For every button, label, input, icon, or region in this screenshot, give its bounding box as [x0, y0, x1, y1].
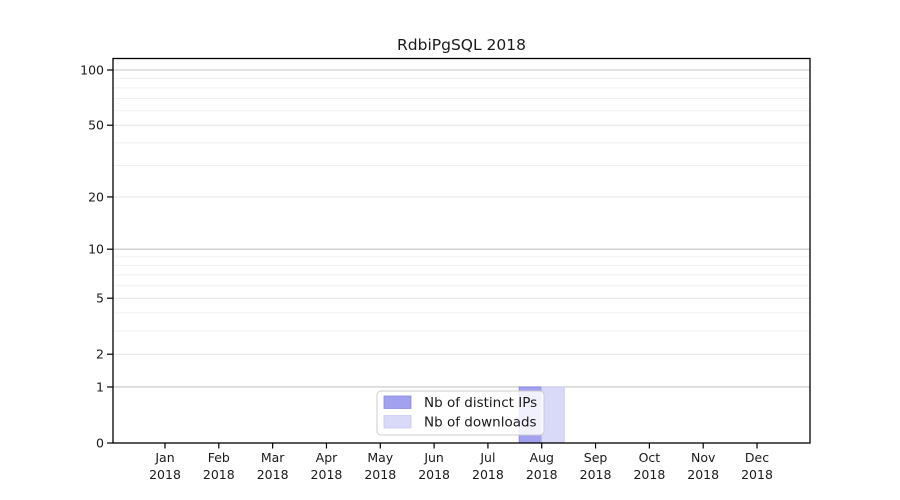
- legend: Nb of distinct IPs Nb of downloads: [376, 390, 545, 436]
- x-tick-label-month: Jan: [154, 450, 174, 465]
- x-tick-label-year: 2018: [149, 467, 181, 482]
- x-tick-label-month: May: [367, 450, 393, 465]
- x-tick-label-month: Mar: [261, 450, 285, 465]
- legend-label-nb-of-downloads: Nb of downloads: [424, 414, 537, 430]
- x-tick-label-year: 2018: [311, 467, 343, 482]
- y-tick-label: 50: [88, 118, 104, 133]
- x-tick-label-month: Feb: [208, 450, 230, 465]
- x-tick-label-month: Nov: [691, 450, 716, 465]
- x-tick-label-month: Jun: [423, 450, 444, 465]
- x-tick-label-month: Aug: [530, 450, 554, 465]
- legend-swatch-nb-of-downloads: [383, 415, 412, 429]
- x-tick-label-month: Dec: [745, 450, 769, 465]
- y-tick-label: 5: [96, 291, 104, 306]
- x-tick-label-year: 2018: [472, 467, 504, 482]
- y-tick-label: 10: [88, 242, 104, 257]
- x-tick-label-year: 2018: [526, 467, 558, 482]
- y-tick-label: 0: [96, 435, 104, 450]
- x-tick-label-year: 2018: [203, 467, 235, 482]
- x-tick-label-year: 2018: [580, 467, 612, 482]
- x-tick-label-year: 2018: [741, 467, 773, 482]
- x-tick-label-year: 2018: [364, 467, 396, 482]
- x-tick-label-month: Apr: [316, 450, 338, 465]
- x-tick-label-year: 2018: [687, 467, 719, 482]
- y-tick-label: 20: [88, 189, 104, 204]
- x-tick-label-month: Sep: [584, 450, 608, 465]
- bar-nb-of-downloads: [541, 386, 565, 444]
- x-tick-label-year: 2018: [418, 467, 450, 482]
- x-tick-label-year: 2018: [633, 467, 665, 482]
- legend-label-nb-of-distinct-ips: Nb of distinct IPs: [424, 395, 537, 411]
- y-tick-label: 1: [96, 379, 104, 394]
- legend-swatch-nb-of-distinct-ips: [383, 395, 412, 409]
- x-tick-label-year: 2018: [257, 467, 289, 482]
- x-tick-label-month: Oct: [639, 450, 661, 465]
- y-tick-label: 2: [96, 347, 104, 362]
- x-tick-label-month: Jul: [479, 450, 495, 465]
- chart-title: RdbiPgSQL 2018: [397, 36, 526, 54]
- y-tick-label: 100: [80, 62, 104, 77]
- legend-box: [376, 390, 545, 436]
- plot-frame: [112, 57, 811, 444]
